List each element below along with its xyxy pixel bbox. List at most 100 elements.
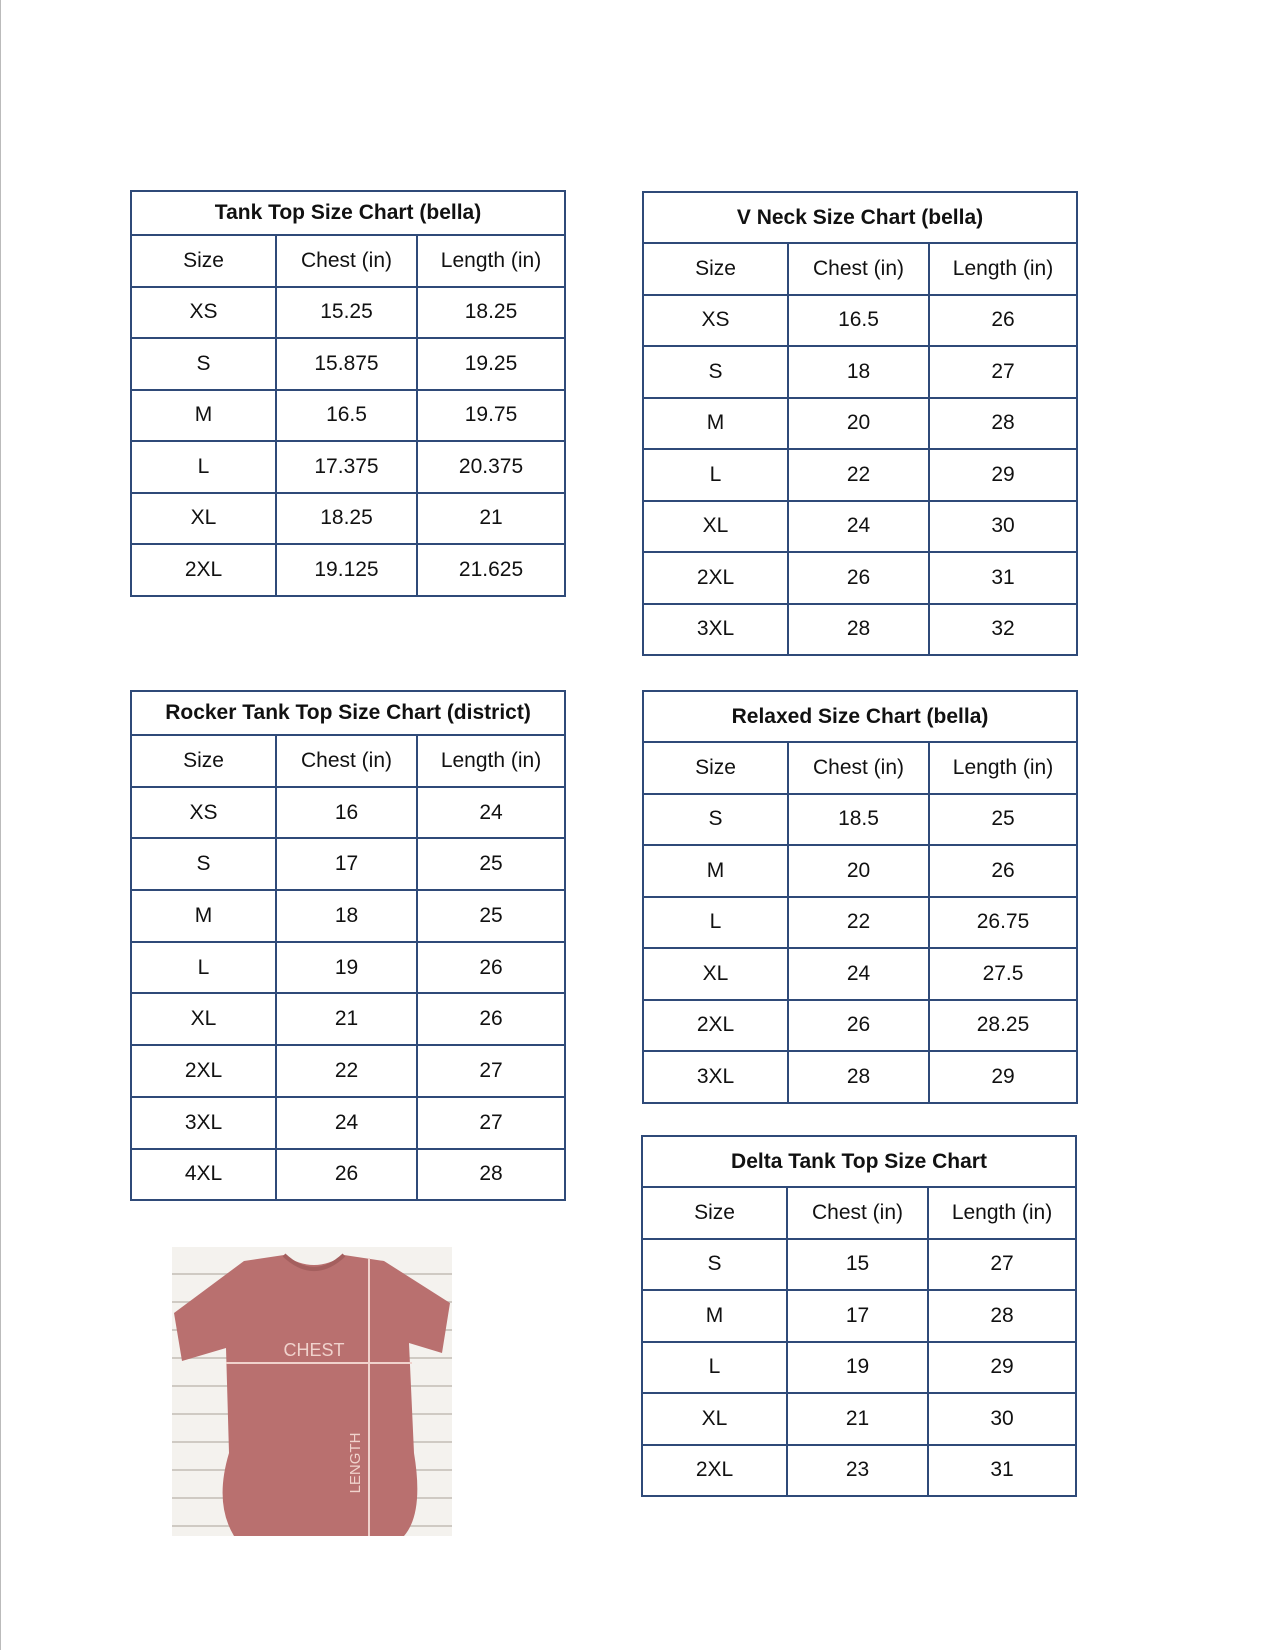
chest-cell: 26 — [787, 551, 930, 605]
rocker-tank-size-chart: Rocker Tank Top Size Chart (district) Siz… — [129, 690, 567, 1202]
size-cell: M — [642, 844, 789, 898]
length-cell: 24 — [415, 785, 567, 840]
length-cell: 21 — [415, 491, 567, 545]
length-cell: 26 — [928, 293, 1078, 347]
relaxed-size-chart: Relaxed Size Chart (bella) Size Chest (in)… — [642, 690, 1078, 1104]
length-cell: 28 — [928, 396, 1078, 450]
size-cell: XL — [641, 1392, 788, 1446]
chest-cell: 20 — [787, 844, 930, 898]
length-cell: 30 — [928, 499, 1078, 553]
length-cell: 21.625 — [415, 543, 567, 597]
chest-cell: 21 — [275, 992, 418, 1047]
length-cell: 31 — [928, 551, 1078, 605]
table-row: 2XL 26 28.25 — [642, 998, 1078, 1052]
chest-cell: 19.125 — [275, 543, 418, 597]
page-edge — [0, 0, 1, 1650]
size-cell: 2XL — [130, 543, 277, 597]
chest-cell: 28 — [787, 1050, 930, 1104]
column-header: Size — [642, 242, 789, 296]
table-row: XS 15.25 18.25 — [130, 285, 567, 339]
length-cell: 19.25 — [415, 337, 567, 391]
length-cell: 25 — [928, 792, 1078, 846]
column-header: Chest (in) — [275, 734, 418, 788]
table-row: L 17.375 20.375 — [130, 440, 567, 494]
tshirt-illustration: CHEST LENGTH — [174, 1253, 450, 1536]
table-row: L 22 26.75 — [642, 895, 1078, 949]
length-cell: 18.25 — [415, 285, 567, 339]
size-cell: 2XL — [641, 1443, 788, 1497]
chest-cell: 15.875 — [275, 337, 418, 391]
chest-cell: 18.5 — [787, 792, 930, 846]
table-row: 3XL 28 32 — [642, 602, 1078, 656]
table-row: L 19 29 — [641, 1340, 1078, 1394]
size-cell: 3XL — [130, 1095, 277, 1150]
chart-title: Tank Top Size Chart (bella) — [129, 190, 567, 236]
size-cell: XL — [130, 491, 277, 545]
length-cell: 29 — [928, 1050, 1078, 1104]
table-row: 3XL 28 29 — [642, 1050, 1078, 1104]
column-header: Chest (in) — [275, 234, 418, 288]
table-row: L 19 26 — [130, 940, 567, 995]
length-cell: 27 — [415, 1044, 567, 1098]
column-header: Length (in) — [415, 734, 567, 788]
chest-cell: 28 — [787, 602, 930, 656]
chest-cell: 23 — [786, 1443, 929, 1497]
size-cell: XL — [130, 992, 277, 1047]
chest-cell: 19 — [786, 1340, 929, 1394]
size-cell: XS — [130, 785, 277, 840]
table-row: XL 18.25 21 — [130, 491, 567, 545]
header-row: Size Chest (in) Length (in) — [642, 242, 1078, 296]
column-header: Size — [130, 734, 277, 788]
size-cell: XL — [642, 947, 789, 1001]
chest-cell: 24 — [275, 1095, 418, 1150]
length-cell: 19.75 — [415, 388, 567, 442]
size-cell: 3XL — [642, 602, 789, 656]
length-cell: 32 — [928, 602, 1078, 656]
tshirt-measurement-photo: CHEST LENGTH — [172, 1247, 452, 1536]
table-row: S 17 25 — [130, 837, 567, 892]
length-cell: 20.375 — [415, 440, 567, 494]
header-row: Size Chest (in) Length (in) — [130, 234, 567, 288]
size-cell: XS — [642, 293, 789, 347]
length-cell: 26 — [928, 844, 1078, 898]
column-header: Size — [130, 234, 277, 288]
size-cell: L — [130, 440, 277, 494]
size-cell: 2XL — [642, 551, 789, 605]
table-row: 4XL 26 28 — [130, 1147, 567, 1202]
delta-tank-size-chart: Delta Tank Top Size Chart Size Chest (in) L… — [640, 1135, 1078, 1497]
table-row: M 17 28 — [641, 1289, 1078, 1343]
size-cell: 4XL — [130, 1147, 277, 1202]
chest-cell: 22 — [275, 1044, 418, 1098]
length-cell: 25 — [415, 889, 567, 943]
chest-cell: 21 — [786, 1392, 929, 1446]
chest-cell: 17.375 — [275, 440, 418, 494]
chest-cell: 22 — [787, 448, 930, 502]
chest-cell: 15.25 — [275, 285, 418, 339]
chart-title: Rocker Tank Top Size Chart (district) — [129, 690, 567, 736]
column-header: Length (in) — [415, 234, 567, 288]
table-row: S 18 27 — [642, 345, 1078, 399]
chest-cell: 24 — [787, 499, 930, 553]
column-header: Size — [642, 741, 789, 795]
size-cell: S — [642, 345, 789, 399]
size-cell: XL — [642, 499, 789, 553]
chart-title: Relaxed Size Chart (bella) — [642, 690, 1078, 743]
table-row: 2XL 22 27 — [130, 1044, 567, 1098]
chest-cell: 24 — [787, 947, 930, 1001]
length-cell: 29 — [928, 448, 1078, 502]
size-cell: XS — [130, 285, 277, 339]
chest-label: CHEST — [283, 1340, 344, 1360]
size-cell: S — [641, 1237, 788, 1291]
v-neck-size-chart: V Neck Size Chart (bella) Size Chest (in) L… — [642, 191, 1078, 656]
column-header: Length (in) — [928, 242, 1078, 296]
chest-cell: 26 — [787, 998, 930, 1052]
chest-cell: 18.25 — [275, 491, 418, 545]
chest-cell: 16 — [275, 785, 418, 840]
length-cell: 30 — [926, 1392, 1078, 1446]
column-header: Chest (in) — [786, 1186, 929, 1240]
size-cell: M — [130, 388, 277, 442]
length-cell: 26 — [415, 940, 567, 995]
table-row: 2XL 26 31 — [642, 551, 1078, 605]
chest-cell: 17 — [786, 1289, 929, 1343]
chest-cell: 15 — [786, 1237, 929, 1291]
